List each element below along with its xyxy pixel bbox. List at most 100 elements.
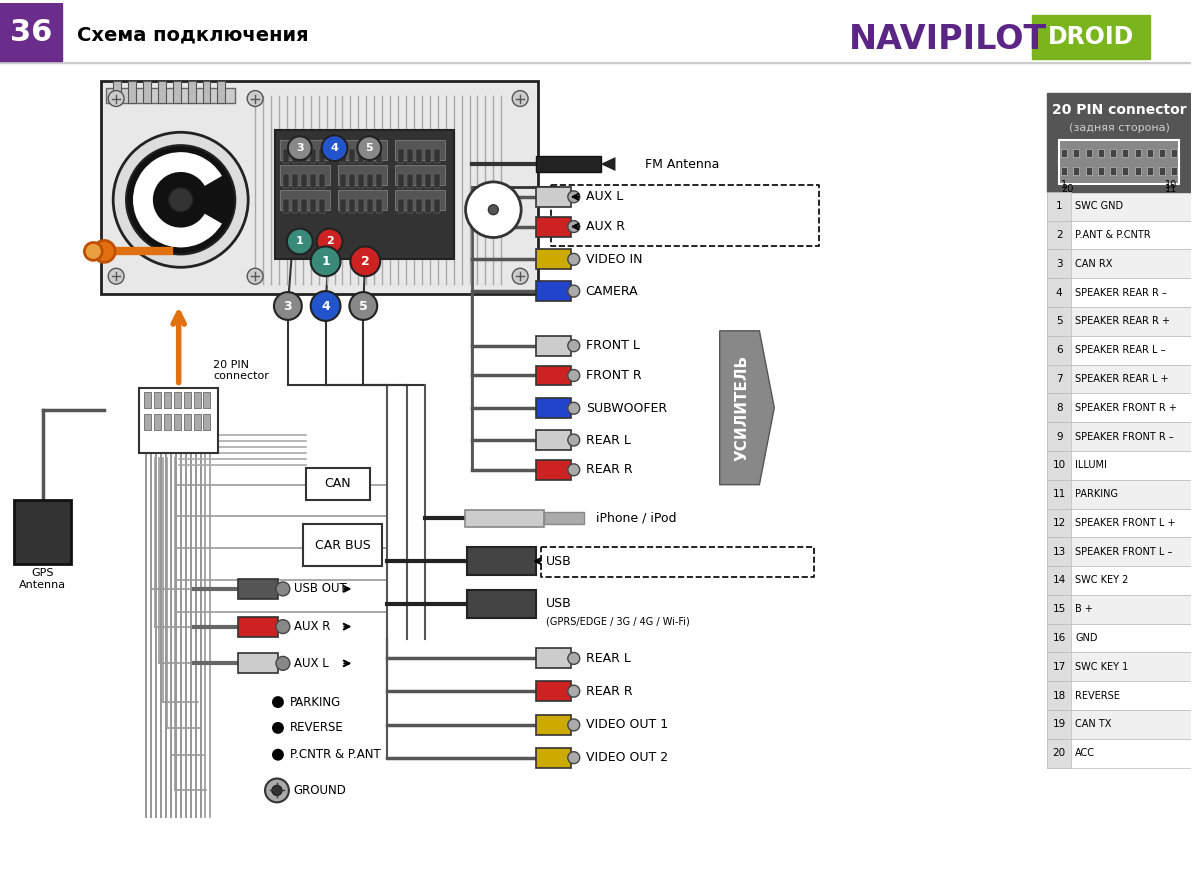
Circle shape bbox=[311, 291, 341, 321]
Text: CAMERA: CAMERA bbox=[586, 285, 638, 298]
Text: 20: 20 bbox=[1052, 748, 1066, 758]
Text: REAR R: REAR R bbox=[586, 685, 632, 697]
Bar bbox=[1048, 249, 1072, 278]
Bar bbox=[306, 468, 371, 499]
Text: SPEAKER REAR L +: SPEAKER REAR L + bbox=[1075, 374, 1169, 384]
Bar bbox=[14, 499, 72, 564]
Bar bbox=[1048, 221, 1192, 249]
Bar bbox=[536, 249, 571, 270]
Bar bbox=[101, 80, 538, 294]
Text: NAVIPILOT: NAVIPILOT bbox=[848, 24, 1046, 57]
Text: (задняя сторона): (задняя сторона) bbox=[1069, 123, 1170, 133]
Circle shape bbox=[126, 145, 235, 255]
Text: 36: 36 bbox=[10, 18, 52, 47]
Bar bbox=[425, 199, 431, 213]
Text: SUBWOOFER: SUBWOOFER bbox=[586, 401, 667, 415]
Bar bbox=[407, 174, 413, 188]
Polygon shape bbox=[600, 157, 616, 171]
Text: 5: 5 bbox=[366, 143, 373, 153]
Circle shape bbox=[169, 188, 192, 211]
Circle shape bbox=[512, 268, 528, 284]
Circle shape bbox=[568, 719, 580, 731]
Bar bbox=[349, 149, 355, 163]
Bar bbox=[173, 80, 181, 103]
Bar bbox=[434, 174, 439, 188]
Bar bbox=[467, 590, 536, 618]
Bar bbox=[425, 149, 431, 163]
Bar bbox=[337, 141, 388, 160]
Bar bbox=[1048, 336, 1072, 364]
Bar bbox=[1048, 423, 1072, 451]
Text: 17: 17 bbox=[1052, 662, 1066, 672]
Bar bbox=[1048, 537, 1072, 566]
Circle shape bbox=[113, 133, 248, 267]
Text: 12: 12 bbox=[1052, 518, 1066, 528]
Bar bbox=[464, 509, 544, 528]
Bar bbox=[239, 617, 278, 636]
Text: SPEAKER REAR R –: SPEAKER REAR R – bbox=[1075, 287, 1166, 298]
Bar bbox=[302, 524, 382, 566]
Bar bbox=[1048, 710, 1192, 739]
Circle shape bbox=[488, 205, 498, 215]
Circle shape bbox=[272, 749, 284, 760]
Text: 2: 2 bbox=[361, 255, 370, 268]
Circle shape bbox=[276, 582, 290, 596]
Bar bbox=[1048, 508, 1192, 537]
Text: CAR BUS: CAR BUS bbox=[314, 538, 371, 552]
Bar bbox=[1048, 451, 1192, 480]
Bar bbox=[203, 80, 210, 103]
Text: 19: 19 bbox=[1052, 720, 1066, 729]
Text: SPEAKER REAR L –: SPEAKER REAR L – bbox=[1075, 345, 1165, 355]
Circle shape bbox=[311, 247, 341, 276]
Circle shape bbox=[568, 339, 580, 352]
Text: FRONT L: FRONT L bbox=[586, 339, 640, 352]
Bar bbox=[1032, 15, 1150, 59]
Bar bbox=[174, 415, 181, 431]
Bar bbox=[1074, 167, 1079, 175]
Bar bbox=[144, 392, 151, 408]
Bar bbox=[144, 415, 151, 431]
Bar bbox=[1048, 451, 1072, 480]
Text: 4: 4 bbox=[330, 143, 338, 153]
Bar bbox=[1048, 623, 1072, 652]
Circle shape bbox=[84, 242, 102, 261]
Text: USB: USB bbox=[546, 598, 571, 610]
Bar bbox=[239, 579, 278, 598]
Bar bbox=[416, 174, 422, 188]
Text: REAR L: REAR L bbox=[586, 652, 630, 665]
Bar bbox=[292, 149, 298, 163]
Text: 15: 15 bbox=[1052, 605, 1066, 614]
Bar bbox=[1074, 149, 1079, 157]
Text: 3: 3 bbox=[283, 300, 292, 313]
Text: DROID: DROID bbox=[1048, 25, 1134, 49]
Circle shape bbox=[317, 229, 342, 255]
Circle shape bbox=[108, 268, 124, 284]
Text: P.CNTR & P.ANT: P.CNTR & P.ANT bbox=[290, 748, 380, 761]
Bar bbox=[193, 392, 200, 408]
Circle shape bbox=[287, 229, 313, 255]
Bar bbox=[337, 190, 388, 210]
Text: VIDEO OUT 2: VIDEO OUT 2 bbox=[586, 751, 668, 764]
Bar bbox=[407, 149, 413, 163]
Bar bbox=[1048, 192, 1072, 221]
Bar bbox=[1122, 149, 1128, 157]
Circle shape bbox=[466, 182, 521, 238]
Bar bbox=[1048, 566, 1072, 595]
Bar bbox=[1098, 167, 1104, 175]
Bar bbox=[1048, 393, 1072, 423]
Circle shape bbox=[272, 722, 284, 734]
Text: 2: 2 bbox=[325, 237, 334, 247]
Circle shape bbox=[568, 652, 580, 665]
Bar bbox=[407, 199, 413, 213]
Circle shape bbox=[568, 254, 580, 265]
Circle shape bbox=[108, 90, 124, 106]
Text: 4: 4 bbox=[322, 300, 330, 313]
Text: AUX L: AUX L bbox=[294, 657, 329, 670]
Text: 3: 3 bbox=[1056, 259, 1062, 269]
Bar bbox=[1048, 364, 1192, 393]
Bar bbox=[1048, 249, 1192, 278]
Text: REAR R: REAR R bbox=[586, 463, 632, 476]
Bar bbox=[1086, 149, 1092, 157]
Text: 11: 11 bbox=[1165, 184, 1177, 194]
Text: 7: 7 bbox=[1056, 374, 1062, 384]
